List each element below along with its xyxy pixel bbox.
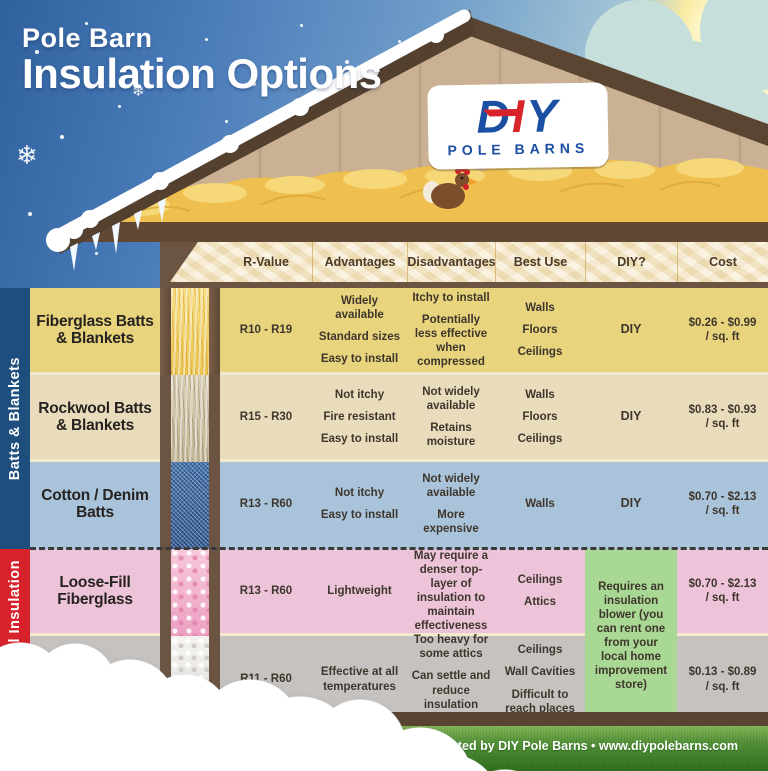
- cell-r-value: R10 - R19: [220, 288, 312, 375]
- cell-advantages: Widely available Standard sizes Easy to …: [312, 288, 407, 375]
- cell-cost: $0.70 - $2.13 / sq. ft: [677, 462, 768, 549]
- row-name: Cotton / Denim Batts: [30, 462, 160, 549]
- snow-dot: [225, 120, 228, 123]
- cell-cost: $0.83 - $0.93 / sq. ft: [677, 375, 768, 462]
- snow-dot: [430, 70, 433, 73]
- logo-subtitle: POLE BARNS: [447, 140, 590, 159]
- wall-post: [160, 288, 171, 375]
- row-name: Loose-Fill Fiberglass: [30, 549, 160, 636]
- cell-disadvantages: Not widely available More expensive: [407, 462, 495, 549]
- cell-best-use: Walls Floors Ceilings: [495, 288, 585, 375]
- cell-r-value: R13 - R60: [220, 549, 312, 636]
- header-best-use: Best Use: [495, 242, 585, 282]
- cell-disadvantages: Not widely available Retains moisture: [407, 375, 495, 462]
- group-batts-blankets: Batts & Blankets: [0, 288, 30, 549]
- cell-diy: DIY: [585, 375, 677, 462]
- snow-dot: [398, 40, 401, 43]
- wall-post: [209, 288, 220, 375]
- texture-fiberglass-pink: [171, 549, 209, 636]
- snow-dot: [60, 135, 64, 139]
- snowflake-icon: ❄: [16, 140, 38, 170]
- diy-pole-barns-logo: DIY POLE BARNS: [427, 82, 609, 170]
- snowflake-icon: ❄: [362, 222, 373, 237]
- header-r-value: R-Value: [243, 255, 289, 269]
- snow-dot: [470, 38, 474, 42]
- cell-r-value: R15 - R30: [220, 375, 312, 462]
- snow-dot: [95, 252, 98, 255]
- title-kicker: Pole Barn: [22, 23, 153, 53]
- row-name: Rockwool Batts & Blankets: [30, 375, 160, 462]
- snow-drift: [0, 640, 768, 771]
- cell-cost: $0.70 - $2.13 / sq. ft: [677, 549, 768, 636]
- group-label: Batts & Blankets: [7, 356, 23, 481]
- title-main: Insulation Options: [22, 50, 382, 98]
- cell-best-use: Ceilings Attics: [495, 549, 585, 636]
- header-diy: DIY?: [585, 242, 677, 282]
- header-advantages: Advantages: [312, 242, 407, 282]
- cell-advantages: Not itchy Fire resistant Easy to install: [312, 375, 407, 462]
- page-title: Pole Barn Insulation Options: [22, 24, 382, 96]
- row-name: Fiberglass Batts & Blankets: [30, 288, 160, 375]
- snow-dot: [118, 105, 121, 108]
- texture-rockwool-tan: [171, 375, 209, 462]
- cell-diy: DIY: [585, 462, 677, 549]
- texture-fiberglass-yellow: [171, 288, 209, 375]
- cell-cost: $0.26 - $0.99 / sq. ft: [677, 288, 768, 375]
- cell-diy: DIY: [585, 288, 677, 375]
- snow-dot: [332, 140, 336, 144]
- cell-r-value: R13 - R60: [220, 462, 312, 549]
- cell-advantages: Lightweight: [312, 549, 407, 636]
- snow-dot: [28, 212, 32, 216]
- snowflake-icon: ❄: [240, 192, 256, 212]
- cell-best-use: Walls Floors Ceilings: [495, 375, 585, 462]
- snow-dot: [35, 50, 39, 54]
- cell-disadvantages: Itchy to install Potentially less effect…: [407, 288, 495, 375]
- cell-best-use: Walls: [495, 462, 585, 549]
- category-divider-dashed: [30, 547, 768, 550]
- texture-denim-blue: [171, 462, 209, 549]
- cell-advantages: Not itchy Easy to install: [312, 462, 407, 549]
- cell-disadvantages: May require a denser top-layer of insula…: [407, 549, 495, 636]
- logo-word: DIY: [476, 88, 560, 143]
- header-disadvantages: Disadvantages: [407, 242, 496, 282]
- header-cost: Cost: [677, 242, 768, 282]
